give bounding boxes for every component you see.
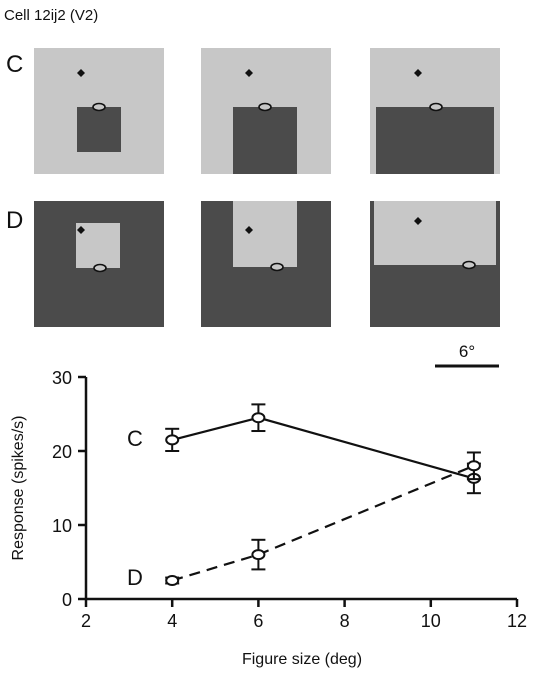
response-plot: 2 4 6 8 10 12 0 10 20 30 C D Figure size (deg) Re…	[10, 368, 527, 668]
figure-square	[233, 201, 297, 267]
fixation-point	[414, 217, 422, 225]
series-markers	[165, 403, 481, 586]
x-tick-label: 8	[340, 611, 350, 631]
x-tick-label: 10	[421, 611, 441, 631]
stimulus-panels	[34, 48, 500, 327]
row-c-label: C	[6, 51, 23, 78]
fixation-point	[77, 226, 85, 234]
figure-square	[233, 107, 297, 174]
x-axis-label: Figure size (deg)	[242, 651, 362, 668]
data-point	[165, 427, 180, 452]
stimulus-panel	[201, 48, 331, 174]
point-marker	[466, 460, 481, 472]
data-point	[251, 538, 266, 571]
receptive-field-marker	[93, 263, 107, 273]
x-tick-label: 2	[81, 611, 91, 631]
stimulus-panel	[34, 48, 164, 174]
series-d-label: D	[127, 565, 143, 590]
stimulus-panel	[201, 201, 331, 327]
data-point	[251, 403, 266, 433]
series-line-c	[171, 416, 475, 480]
fixation-point	[245, 226, 253, 234]
data-point	[165, 575, 180, 586]
y-tick-label: 10	[52, 516, 72, 536]
receptive-field-marker	[462, 260, 476, 270]
x-tick-label: 6	[253, 611, 263, 631]
receptive-field-marker	[92, 102, 106, 112]
series-lines	[171, 416, 475, 582]
fixation-point	[414, 69, 422, 77]
point-marker	[251, 549, 266, 561]
receptive-field-marker	[270, 262, 284, 272]
series-c-label: C	[127, 426, 143, 451]
figure-square	[376, 107, 494, 174]
stimulus-panel	[370, 201, 500, 327]
fixation-point	[77, 69, 85, 77]
y-axis-label: Response (spikes/s)	[10, 416, 27, 561]
stimulus-panel	[370, 48, 500, 174]
scale-bar-label: 6°	[459, 342, 475, 361]
x-tick-label: 4	[167, 611, 177, 631]
axis-ticks: 2 4 6 8 10 12 0 10 20 30	[52, 368, 527, 631]
figure-square	[374, 201, 496, 265]
y-tick-label: 30	[52, 368, 72, 388]
cell-label: Cell 12ij2 (V2)	[4, 7, 98, 24]
row-d-label: D	[6, 207, 23, 234]
point-marker	[165, 434, 180, 446]
stimulus-panel	[34, 201, 164, 327]
receptive-field-marker	[258, 102, 272, 112]
y-tick-label: 0	[62, 590, 72, 610]
receptive-field-marker	[429, 102, 443, 112]
data-point	[466, 451, 481, 481]
point-marker	[251, 412, 266, 424]
fixation-point	[245, 69, 253, 77]
figure-square	[77, 107, 121, 152]
point-marker	[165, 575, 180, 586]
x-tick-label: 12	[507, 611, 527, 631]
y-tick-label: 20	[52, 442, 72, 462]
series-line-d	[171, 464, 475, 582]
